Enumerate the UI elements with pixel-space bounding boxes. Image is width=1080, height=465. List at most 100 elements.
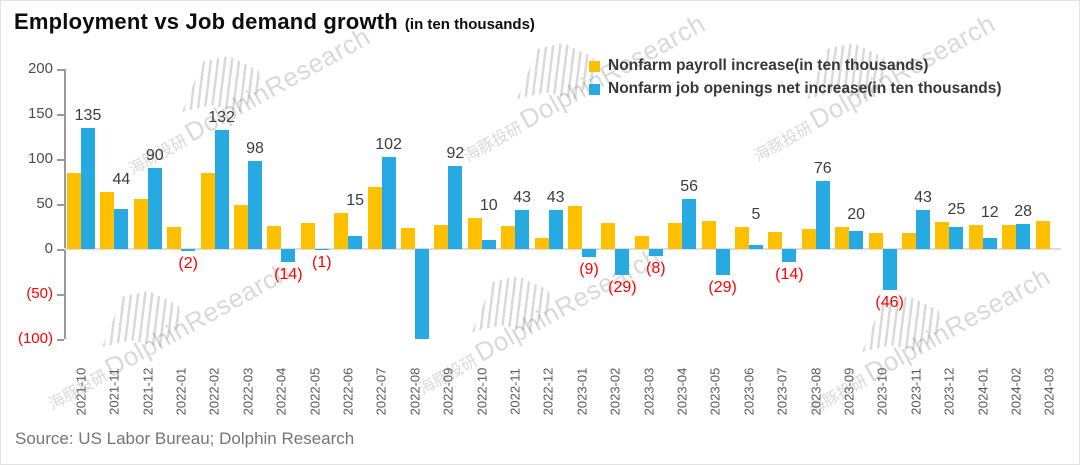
value-label: 43 <box>513 189 532 207</box>
bar-payroll <box>67 173 81 249</box>
value-label: 10 <box>479 196 498 214</box>
bar-openings <box>1016 223 1031 249</box>
x-axis-baseline <box>64 248 1061 250</box>
value-label-negative: (1) <box>312 253 332 271</box>
value-label: 76 <box>813 159 832 177</box>
bar-payroll <box>401 228 415 249</box>
bar-payroll <box>1035 221 1050 249</box>
value-label-negative: (2) <box>178 254 198 272</box>
y-axis-tick <box>57 204 64 206</box>
x-axis-label: 2023-09 <box>841 367 857 416</box>
x-axis-label: 2022-09 <box>440 367 456 416</box>
value-label-negative: (9) <box>579 261 599 279</box>
x-axis-label: 2023-08 <box>808 367 823 416</box>
bar-openings <box>615 249 630 276</box>
value-label-negative: (8) <box>646 260 666 278</box>
x-axis-label: 2024-02 <box>1008 367 1024 416</box>
y-axis-tick-label: 0 <box>44 240 53 257</box>
bar-openings <box>582 249 596 258</box>
x-axis-label: 2023-06 <box>741 367 757 416</box>
x-axis-label: 2022-10 <box>474 367 489 416</box>
x-axis-label: 2021-10 <box>73 367 89 416</box>
y-axis-tick <box>57 159 64 161</box>
bar-openings <box>515 210 530 249</box>
legend-item-payroll: Nonfarm payroll increase(in ten thousand… <box>589 57 1002 75</box>
y-axis-tick-label: 50 <box>36 195 53 212</box>
y-axis-tick-label: (50) <box>26 285 53 302</box>
x-axis-label: 2023-03 <box>641 367 656 416</box>
x-axis-label: 2022-04 <box>273 367 289 416</box>
y-axis-tick-label: 150 <box>27 105 53 122</box>
bar-openings <box>682 198 697 249</box>
value-label: 43 <box>546 189 565 207</box>
value-label-negative: (14) <box>274 265 303 283</box>
y-axis-tick <box>57 69 64 71</box>
value-label-negative: (29) <box>608 279 637 297</box>
x-axis-label: 2023-01 <box>574 367 590 416</box>
x-axis-label: 2023-05 <box>707 367 723 416</box>
bar-payroll <box>735 227 749 249</box>
bar-payroll <box>133 198 148 249</box>
y-axis-tick-label: 100 <box>27 150 53 167</box>
bar-payroll <box>267 225 282 249</box>
value-label: 102 <box>375 136 402 154</box>
bar-payroll <box>234 204 248 249</box>
value-label: 135 <box>74 106 102 124</box>
legend-item-openings: Nonfarm job openings net increase(in ten… <box>589 80 1002 98</box>
bar-openings <box>481 240 496 249</box>
value-label: 132 <box>208 109 235 127</box>
value-label: 20 <box>847 205 866 223</box>
bar-openings <box>248 160 262 249</box>
bar-openings <box>782 249 797 262</box>
legend: Nonfarm payroll increase(in ten thousand… <box>589 57 1002 98</box>
x-axis-label: 2023-10 <box>874 367 890 416</box>
value-label-negative: (29) <box>708 279 737 297</box>
bar-payroll <box>634 236 649 249</box>
bar-openings <box>448 166 463 249</box>
value-label: 44 <box>112 171 131 189</box>
x-axis-label: 2022-07 <box>373 367 389 416</box>
bar-payroll <box>501 225 516 249</box>
value-label: 98 <box>246 139 264 157</box>
y-axis-tick <box>57 294 64 296</box>
bar-openings <box>916 210 930 249</box>
bar-payroll <box>835 226 850 249</box>
bar-openings <box>882 249 897 291</box>
value-label: 5 <box>751 206 761 224</box>
bar-payroll <box>434 224 449 249</box>
bar-openings <box>849 231 864 249</box>
bar-payroll <box>534 238 549 249</box>
bar-openings <box>749 244 763 249</box>
value-label: 56 <box>680 177 699 195</box>
openings-swatch-icon <box>589 83 600 95</box>
value-label: 28 <box>1014 202 1033 220</box>
x-axis-label: 2022-11 <box>507 368 523 415</box>
value-label-negative: (46) <box>875 294 904 312</box>
value-label: 15 <box>346 192 365 209</box>
bar-payroll <box>768 231 783 249</box>
bar-payroll <box>568 205 582 249</box>
x-axis-label: 2022-05 <box>307 367 322 416</box>
x-axis-label: 2022-08 <box>407 367 423 416</box>
value-label: 90 <box>145 147 164 164</box>
bar-openings <box>715 249 730 276</box>
bar-payroll <box>902 232 916 249</box>
bar-payroll <box>801 229 816 249</box>
y-axis-tick <box>57 339 64 341</box>
payroll-swatch-icon <box>589 60 600 72</box>
bar-openings <box>815 180 830 249</box>
bar-payroll <box>334 213 349 249</box>
bar-openings <box>982 238 997 249</box>
source-text: Source: US Labor Bureau; Dolphin Researc… <box>15 429 355 448</box>
bar-payroll <box>601 222 616 249</box>
bar-payroll <box>701 221 716 249</box>
value-label: 43 <box>914 189 932 207</box>
bar-openings <box>314 249 329 250</box>
bar-payroll <box>100 192 115 249</box>
x-axis-label: 2021-11 <box>106 368 122 415</box>
bar-openings <box>415 249 429 339</box>
x-axis-label: 2022-01 <box>173 367 189 416</box>
value-label: 92 <box>446 145 465 163</box>
bar-payroll <box>1002 224 1017 249</box>
